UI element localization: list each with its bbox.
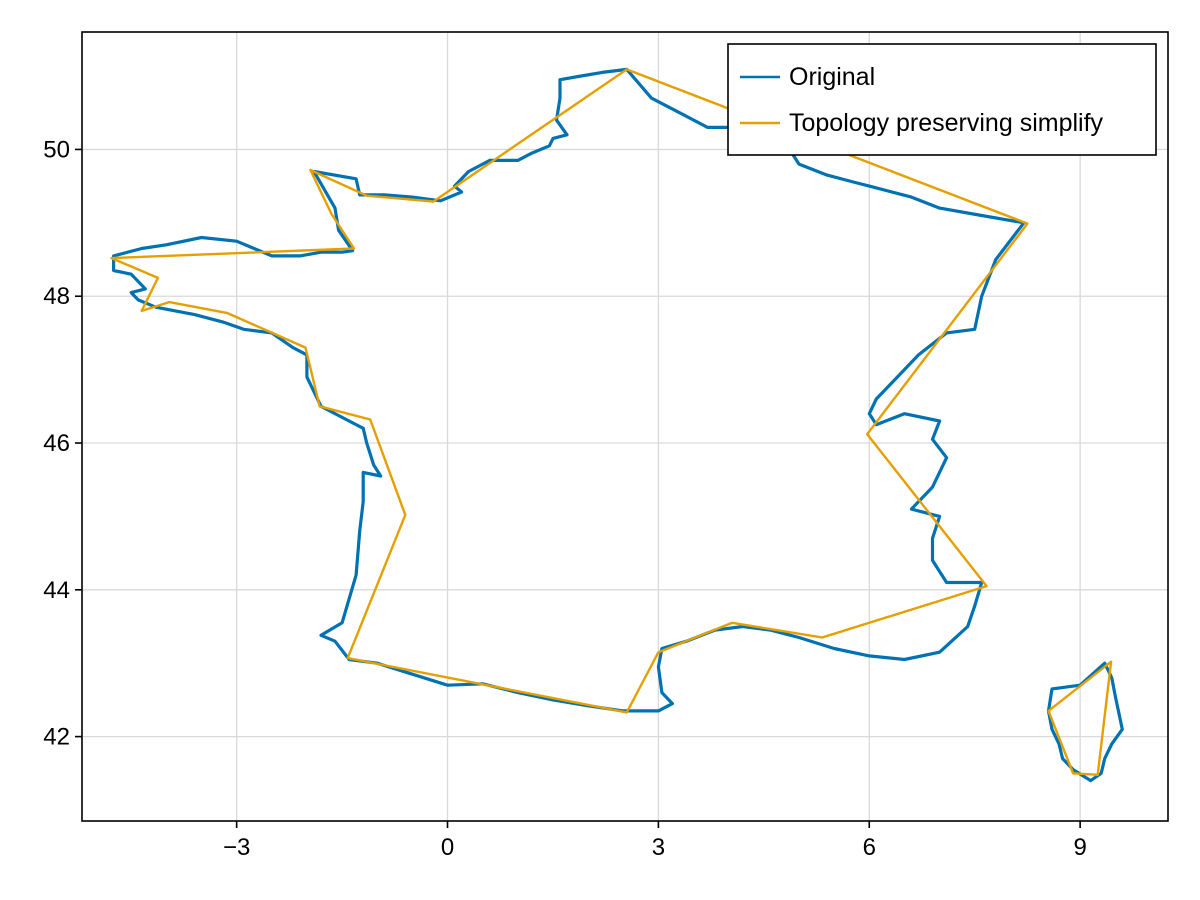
y-tick-label: 42 xyxy=(43,724,70,751)
y-tick-label: 44 xyxy=(43,577,70,604)
plot-frame xyxy=(81,31,1169,822)
legend: Original Topology preserving simplify xyxy=(727,43,1157,156)
series-simplified xyxy=(110,68,1113,776)
legend-label-simplified: Topology preserving simplify xyxy=(789,109,1104,137)
y-tick-label: 48 xyxy=(43,283,70,310)
simplified-outline-part-0 xyxy=(110,68,1029,714)
original-outline-part-1 xyxy=(1046,661,1124,783)
y-tick-label: 46 xyxy=(43,430,70,457)
x-tick-label: 9 xyxy=(1073,834,1086,861)
original-outline-part-0 xyxy=(112,67,1026,713)
x-axis: −3 0 3 6 9 xyxy=(223,821,1087,861)
simplified-outline-part-1 xyxy=(1047,660,1113,776)
plot-background xyxy=(82,32,1168,821)
x-tick-label: 0 xyxy=(441,834,454,861)
x-tick-label: 3 xyxy=(652,834,665,861)
series-lines xyxy=(110,67,1124,783)
series-original xyxy=(112,67,1124,783)
y-tick-label: 50 xyxy=(43,136,70,163)
legend-label-original: Original xyxy=(789,63,875,91)
legend-box xyxy=(727,43,1157,156)
x-tick-label: −3 xyxy=(223,834,250,861)
x-tick-label: 6 xyxy=(863,834,876,861)
y-axis: 42 44 46 48 50 xyxy=(43,136,82,751)
